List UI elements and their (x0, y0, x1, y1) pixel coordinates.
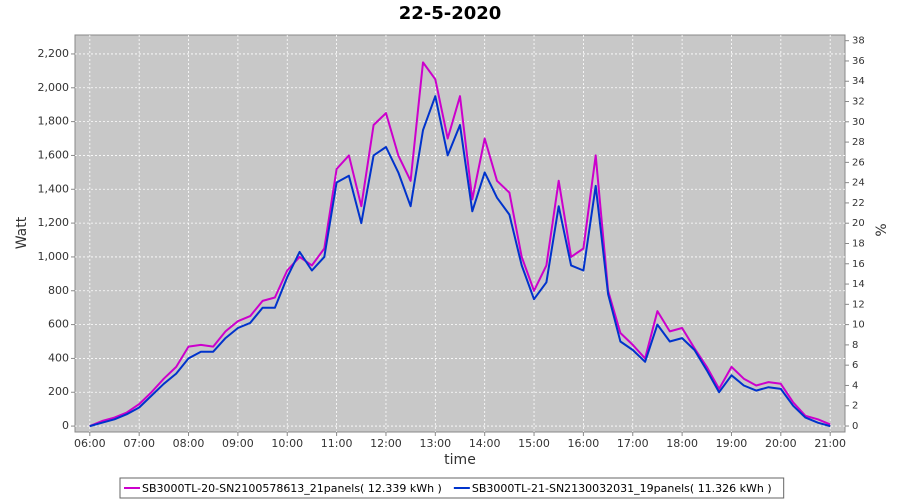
y2-tick-label: 16 (852, 259, 865, 270)
legend: SB3000TL-20-SN2100578613_21panels( 12.33… (119, 477, 785, 499)
y-tick-label: 2,200 (38, 47, 70, 60)
x-tick-label: 08:00 (173, 437, 205, 450)
y2-tick-label: 34 (852, 76, 865, 87)
y2-tick-label: 14 (852, 279, 865, 290)
x-tick-label: 18:00 (666, 437, 698, 450)
y2-tick-label: 30 (852, 117, 865, 128)
y2-tick-label: 4 (852, 380, 858, 391)
y2-tick-label: 20 (852, 218, 865, 229)
y-tick-label: 400 (48, 351, 69, 364)
x-axis-label: time (444, 452, 476, 468)
x-tick-label: 10:00 (271, 437, 303, 450)
y2-tick-label: 8 (852, 340, 858, 351)
y2-tick-label: 2 (852, 401, 858, 412)
y-tick-label: 1,000 (38, 250, 70, 263)
x-tick-label: 09:00 (222, 437, 254, 450)
y-tick-label: 0 (62, 419, 69, 432)
y2-tick-label: 18 (852, 238, 865, 249)
x-tick-label: 20:00 (765, 437, 797, 450)
x-tick-label: 17:00 (617, 437, 649, 450)
x-tick-label: 13:00 (419, 437, 451, 450)
y-tick-label: 1,600 (38, 148, 70, 161)
y2-axis-label: % (874, 223, 890, 236)
y-tick-label: 1,200 (38, 216, 70, 229)
y2-tick-label: 0 (852, 421, 858, 432)
y-tick-label: 200 (48, 385, 69, 398)
x-tick-label: 06:00 (74, 437, 106, 450)
x-tick-label: 16:00 (568, 437, 600, 450)
y2-tick-label: 32 (852, 97, 865, 108)
y2-tick-label: 36 (852, 56, 865, 67)
y2-tick-label: 6 (852, 360, 858, 371)
x-tick-label: 15:00 (518, 437, 550, 450)
y2-tick-label: 10 (852, 320, 865, 331)
y-axis-label: Watt (14, 216, 30, 249)
x-tick-label: 11:00 (321, 437, 353, 450)
y2-tick-label: 22 (852, 198, 865, 209)
legend-label: SB3000TL-21-SN2130032031_19panels( 11.32… (472, 482, 772, 495)
y-tick-label: 1,400 (38, 182, 70, 195)
x-tick-label: 21:00 (814, 437, 846, 450)
x-tick-label: 07:00 (123, 437, 155, 450)
y2-tick-label: 26 (852, 157, 865, 168)
y2-tick-label: 12 (852, 299, 865, 310)
legend-box (119, 477, 785, 499)
x-tick-label: 19:00 (716, 437, 748, 450)
chart-title: 22-5-2020 (399, 3, 502, 24)
y-tick-label: 1,800 (38, 115, 70, 128)
y-tick-label: 600 (48, 318, 69, 331)
x-tick-label: 12:00 (370, 437, 402, 450)
series-line (89, 61, 831, 428)
x-tick-label: 14:00 (469, 437, 501, 450)
y2-tick-label: 28 (852, 137, 865, 148)
legend-label: SB3000TL-20-SN2100578613_21panels( 12.33… (142, 482, 442, 495)
y-tick-label: 2,000 (38, 81, 70, 94)
y2-tick-label: 24 (852, 178, 865, 189)
series-line (89, 95, 831, 428)
y2-tick-label: 38 (852, 36, 865, 47)
y-tick-label: 800 (48, 284, 69, 297)
